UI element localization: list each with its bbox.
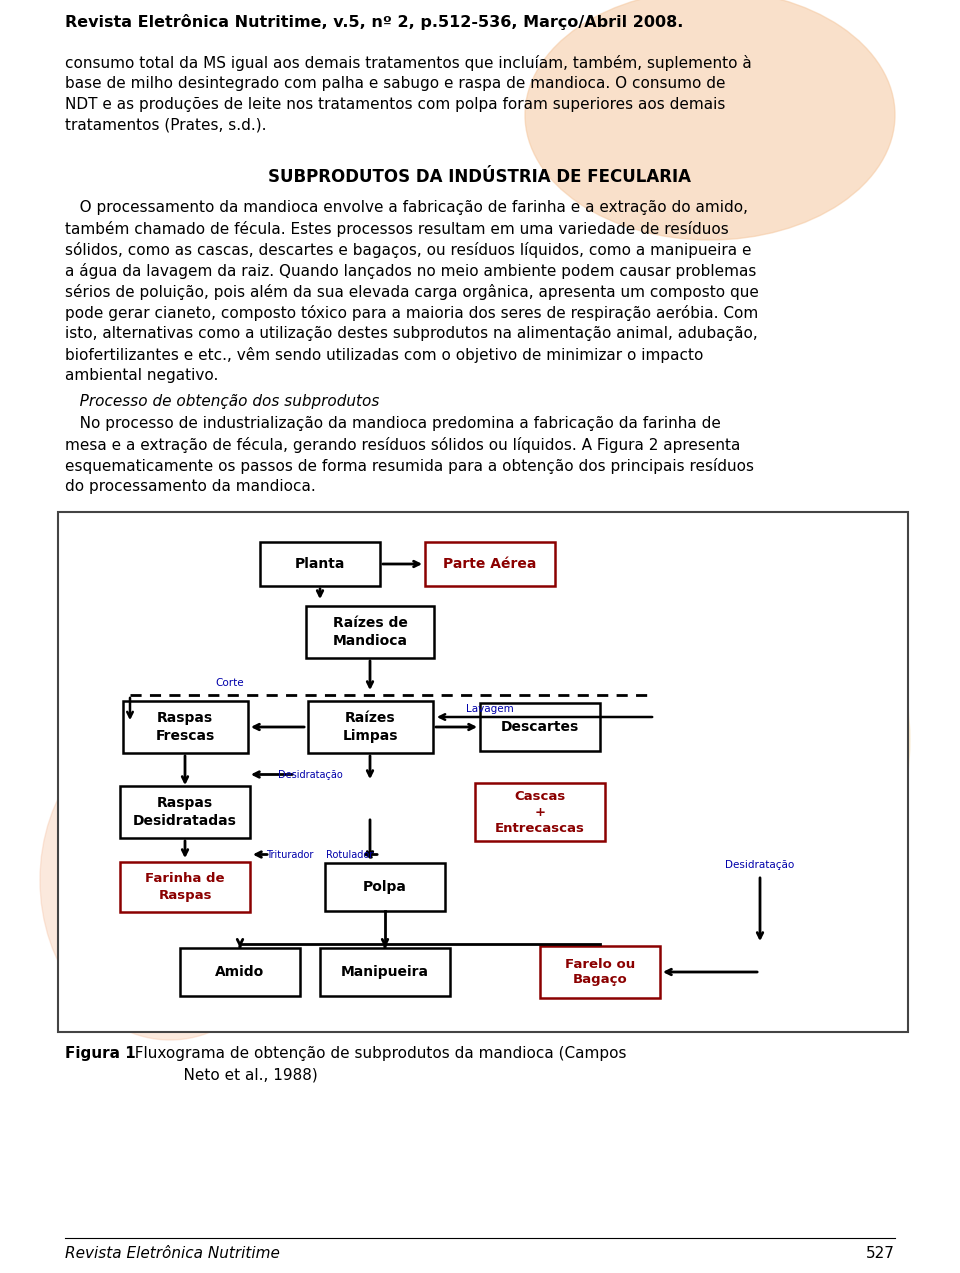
- Text: Farinha de
Raspas: Farinha de Raspas: [145, 872, 225, 901]
- Text: sérios de poluição, pois além da sua elevada carga orgânica, apresenta um compos: sérios de poluição, pois além da sua ele…: [65, 284, 758, 300]
- Ellipse shape: [525, 0, 895, 241]
- Bar: [123, 701, 248, 754]
- Text: Revista Eletrônica Nutritime: Revista Eletrônica Nutritime: [65, 1246, 280, 1262]
- Text: Triturador: Triturador: [266, 849, 314, 859]
- Text: Manipueira: Manipueira: [341, 965, 429, 979]
- Bar: [475, 783, 605, 841]
- Text: Processo de obtenção dos subprodutos: Processo de obtenção dos subprodutos: [65, 395, 379, 409]
- Bar: [325, 863, 445, 911]
- Bar: [120, 862, 250, 911]
- Text: base de milho desintegrado com palha e sabugo e raspa de mandioca. O consumo de: base de milho desintegrado com palha e s…: [65, 76, 726, 90]
- Bar: [540, 946, 660, 998]
- Text: Figura 1: Figura 1: [65, 1046, 135, 1060]
- Text: No processo de industrialização da mandioca predomina a fabricação da farinha de: No processo de industrialização da mandi…: [65, 416, 721, 432]
- Bar: [307, 701, 433, 754]
- Text: Descartes: Descartes: [501, 721, 579, 735]
- Text: Rotulador: Rotulador: [326, 849, 373, 859]
- Bar: [425, 542, 555, 586]
- Text: biofertilizantes e etc., vêm sendo utilizadas com o objetivo de minimizar o impa: biofertilizantes e etc., vêm sendo utili…: [65, 348, 704, 363]
- Text: Amido: Amido: [215, 965, 265, 979]
- Text: Lavagem: Lavagem: [467, 704, 514, 714]
- Text: Fluxograma de obtenção de subprodutos da mandioca (Campos: Fluxograma de obtenção de subprodutos da…: [125, 1046, 627, 1060]
- Text: do processamento da mandioca.: do processamento da mandioca.: [65, 479, 316, 494]
- Text: Planta: Planta: [295, 558, 346, 572]
- Text: tratamentos (Prates, s.d.).: tratamentos (Prates, s.d.).: [65, 118, 267, 132]
- Text: sólidos, como as cascas, descartes e bagaços, ou resíduos líquidos, como a manip: sólidos, como as cascas, descartes e bag…: [65, 242, 752, 258]
- Text: pode gerar cianeto, composto tóxico para a maioria dos seres de respiração aerób: pode gerar cianeto, composto tóxico para…: [65, 306, 758, 321]
- Text: SUBPRODUTOS DA INDÚSTRIA DE FECULARIA: SUBPRODUTOS DA INDÚSTRIA DE FECULARIA: [269, 168, 691, 186]
- Bar: [260, 542, 380, 586]
- Text: também chamado de fécula. Estes processos resultam em uma variedade de resíduos: também chamado de fécula. Estes processo…: [65, 222, 729, 237]
- Text: Polpa: Polpa: [363, 880, 407, 894]
- Text: Raspas
Desidratadas: Raspas Desidratadas: [133, 797, 237, 827]
- Text: mesa e a extração de fécula, gerando resíduos sólidos ou líquidos. A Figura 2 ap: mesa e a extração de fécula, gerando res…: [65, 437, 740, 453]
- Text: Desidratação: Desidratação: [277, 769, 343, 779]
- Bar: [120, 785, 250, 838]
- Bar: [180, 948, 300, 995]
- Text: esquematicamente os passos de forma resumida para a obtenção dos principais resí: esquematicamente os passos de forma resu…: [65, 458, 754, 474]
- Text: consumo total da MS igual aos demais tratamentos que incluíam, também, suplement: consumo total da MS igual aos demais tra…: [65, 55, 752, 71]
- Text: a água da lavagem da raiz. Quando lançados no meio ambiente podem causar problem: a água da lavagem da raiz. Quando lançad…: [65, 264, 756, 279]
- Text: Neto et al., 1988): Neto et al., 1988): [125, 1068, 318, 1083]
- Bar: [58, 512, 908, 1032]
- Text: Raízes
Limpas: Raízes Limpas: [343, 712, 397, 742]
- Text: Parte Aérea: Parte Aérea: [444, 558, 537, 572]
- Text: Raízes de
Mandioca: Raízes de Mandioca: [332, 616, 407, 648]
- Text: isto, alternativas como a utilização destes subprodutos na alimentação animal, a: isto, alternativas como a utilização des…: [65, 326, 757, 341]
- Ellipse shape: [610, 550, 910, 931]
- Ellipse shape: [40, 721, 300, 1040]
- Text: Cascas
+
Entrecascas: Cascas + Entrecascas: [495, 789, 585, 835]
- Text: 527: 527: [866, 1246, 895, 1262]
- Text: Revista Eletrônica Nutritime, v.5, nº 2, p.512-536, Março/Abril 2008.: Revista Eletrônica Nutritime, v.5, nº 2,…: [65, 14, 684, 31]
- Bar: [306, 606, 434, 658]
- Text: Corte: Corte: [216, 679, 244, 687]
- Text: Desidratação: Desidratação: [726, 861, 795, 869]
- Bar: [320, 948, 450, 995]
- Text: ambiental negativo.: ambiental negativo.: [65, 368, 218, 383]
- Text: O processamento da mandioca envolve a fabricação de farinha e a extração do amid: O processamento da mandioca envolve a fa…: [65, 200, 748, 215]
- Bar: [480, 703, 600, 751]
- Text: Raspas
Frescas: Raspas Frescas: [156, 712, 215, 742]
- Text: Farelo ou
Bagaço: Farelo ou Bagaço: [564, 957, 636, 987]
- Text: NDT e as produções de leite nos tratamentos com polpa foram superiores aos demai: NDT e as produções de leite nos tratamen…: [65, 97, 726, 112]
